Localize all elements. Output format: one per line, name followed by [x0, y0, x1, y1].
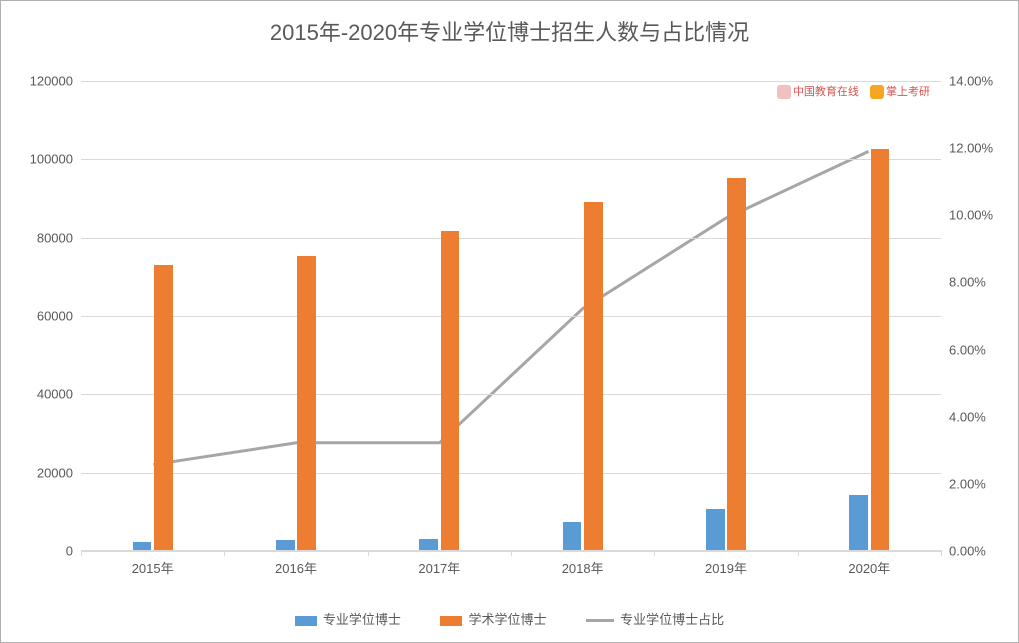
legend-item-bar2: 学术学位博士: [440, 609, 546, 628]
bar-series2: [154, 265, 173, 550]
legend-swatch: [586, 619, 614, 622]
legend-label: 专业学位博士: [323, 612, 401, 627]
bar-series2: [297, 256, 316, 550]
gridline: [81, 473, 941, 474]
bar-series2: [871, 149, 890, 550]
legend-label: 专业学位博士占比: [620, 612, 724, 627]
chart-container: 2015年-2020年专业学位博士招生人数与占比情况 中国教育在线 掌上考研 0…: [0, 0, 1019, 643]
trend-line: [153, 151, 868, 464]
y-left-tick-label: 20000: [37, 465, 81, 480]
gridline: [81, 394, 941, 395]
bar-series1: [563, 522, 582, 550]
x-tick: [798, 550, 799, 556]
x-tick: [224, 550, 225, 556]
y-left-tick-label: 40000: [37, 387, 81, 402]
x-category-label: 2019年: [705, 550, 747, 577]
x-tick: [368, 550, 369, 556]
gridline: [81, 159, 941, 160]
bar-series1: [706, 509, 725, 550]
legend-swatch: [440, 616, 462, 626]
chart-title: 2015年-2020年专业学位博士招生人数与占比情况: [1, 1, 1018, 47]
y-left-tick-label: 120000: [30, 74, 81, 89]
bar-series1: [276, 540, 295, 550]
x-tick: [511, 550, 512, 556]
x-category-label: 2017年: [418, 550, 460, 577]
x-tick: [654, 550, 655, 556]
gridline: [81, 238, 941, 239]
bar-series1: [133, 542, 152, 550]
legend-item-bar1: 专业学位博士: [295, 609, 401, 628]
y-left-tick-label: 0: [66, 544, 81, 559]
x-tick: [941, 550, 942, 556]
y-right-tick-label: 6.00%: [941, 342, 986, 357]
y-right-tick-label: 2.00%: [941, 476, 986, 491]
y-right-tick-label: 0.00%: [941, 544, 986, 559]
y-right-tick-label: 14.00%: [941, 74, 993, 89]
y-left-tick-label: 80000: [37, 230, 81, 245]
y-right-tick-label: 10.00%: [941, 208, 993, 223]
legend-item-line: 专业学位博士占比: [586, 609, 724, 628]
y-left-tick-label: 100000: [30, 152, 81, 167]
y-right-tick-label: 8.00%: [941, 275, 986, 290]
bar-series1: [419, 539, 438, 550]
bar-series2: [584, 202, 603, 550]
x-tick: [81, 550, 82, 556]
legend-label: 学术学位博士: [468, 612, 546, 627]
x-category-label: 2016年: [275, 550, 317, 577]
x-category-label: 2018年: [562, 550, 604, 577]
x-category-label: 2015年: [132, 550, 174, 577]
legend: 专业学位博士 学术学位博士 专业学位博士占比: [1, 609, 1018, 628]
plot-area: 0200004000060000800001000001200000.00%2.…: [81, 81, 941, 551]
y-left-tick-label: 60000: [37, 309, 81, 324]
y-right-tick-label: 12.00%: [941, 141, 993, 156]
bar-series1: [849, 495, 868, 550]
y-right-tick-label: 4.00%: [941, 409, 986, 424]
gridline: [81, 316, 941, 317]
x-category-label: 2020年: [848, 550, 890, 577]
legend-swatch: [295, 616, 317, 626]
gridline: [81, 81, 941, 82]
bar-series2: [727, 178, 746, 550]
bar-series2: [441, 231, 460, 550]
